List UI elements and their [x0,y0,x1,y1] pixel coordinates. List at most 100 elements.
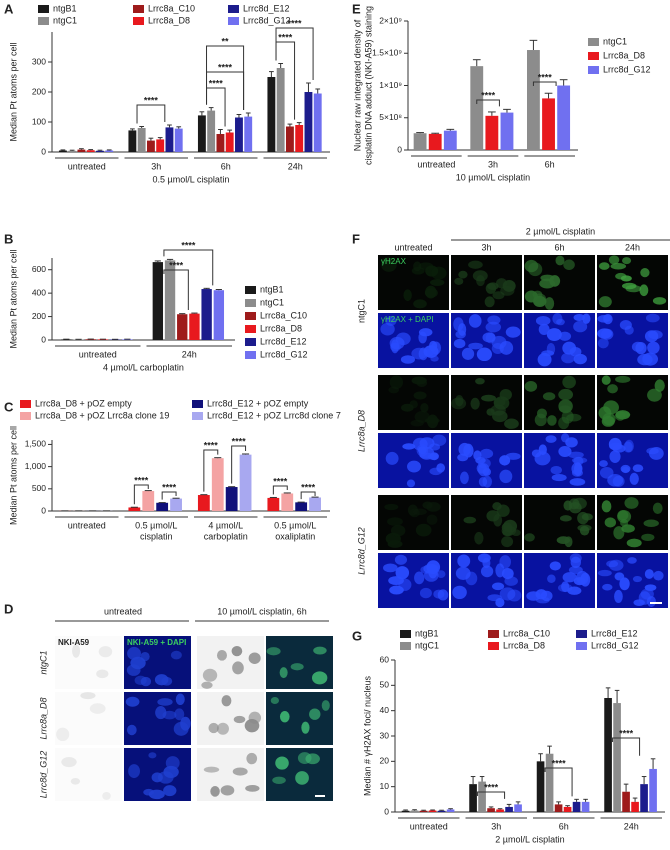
nucleus [468,314,482,328]
bar [631,801,639,812]
nucleus [559,515,572,522]
bar [428,810,437,812]
bar [156,502,169,511]
nucleus [301,721,310,734]
nucleus [402,443,416,450]
nucleus [216,649,227,661]
bar [77,149,86,152]
nucleus [501,536,514,548]
bar [146,140,155,152]
x-axis-label: 10 µmol/L cisplatin [456,172,530,182]
bar [446,809,455,812]
bar [419,810,428,812]
legend-swatch [38,5,49,13]
nucleus [134,675,147,686]
nucleus [165,756,180,770]
nucleus [507,589,522,602]
panel-letter: B [4,231,13,246]
nucleus [538,444,547,456]
nucleus [601,500,612,513]
panel-letter: G [352,628,362,643]
nucleus [414,410,430,423]
nucleus [481,394,497,402]
nucleus [463,443,474,458]
nucleus [385,451,399,465]
nucleus [629,472,639,485]
significance-label: **** [273,476,288,486]
nucleus [96,669,109,679]
nucleus [547,574,556,583]
y-tick-label: 300 [32,56,46,66]
nucleus [388,386,400,394]
legend-label: Lrrc8a_D8 [503,640,545,650]
nucleus [424,287,438,298]
significance-label: **** [181,240,196,250]
nucleus [484,296,495,308]
bar [68,150,77,152]
bar [485,115,499,150]
bar [413,133,427,150]
bar [85,339,96,340]
nucleus [647,341,660,354]
bar [165,127,174,152]
nucleus [389,585,404,595]
significance-label: **** [209,78,224,88]
legend-label: Lrrc8d_E12 + pOZ empty [207,398,309,408]
bar [285,126,294,152]
nucleus [580,572,591,587]
nucleus [143,788,155,796]
nucleus [418,328,433,337]
bar [86,150,95,152]
significance-bracket [163,269,189,311]
bar [563,806,572,812]
bar [201,289,212,340]
x-tick-label: 0.5 µmol/L [274,520,316,530]
significance-bracket [272,485,288,495]
nucleus [499,388,512,401]
y-tick-label: 5×10⁸ [379,112,402,122]
nucleus [468,342,483,350]
significance-label: **** [232,436,247,446]
nucleus [208,722,219,734]
legend-label: Lrrc8a_D8 + pOZ Lrrc8a clone 19 [35,410,169,420]
bar [470,66,484,150]
nucleus [309,708,321,720]
significance-label: **** [218,62,233,72]
nucleus [430,279,445,286]
bar [545,753,554,812]
y-tick-label: 0 [384,806,389,816]
significance-label: **** [552,758,567,768]
nucleus [455,395,464,407]
legend-swatch [228,5,239,13]
legend-label: Lrrc8a_D8 + pOZ empty [35,398,132,408]
significance-bracket [206,45,245,110]
nucleus [457,554,471,568]
nucleus [232,661,244,675]
panel-letter: F [352,231,360,246]
nucleus [482,332,496,343]
legend-label: Lrrc8d_G12 [591,640,639,650]
bar [239,454,252,511]
x-tick-label: carboplatin [204,531,248,541]
nucleus [545,435,557,443]
significance-bracket [532,81,557,86]
x-axis-label: 4 µmol/L carboplatin [103,362,184,372]
nucleus [221,695,232,707]
nucleus [614,589,623,604]
legend-label: ntgB1 [260,284,284,294]
bar [527,50,540,150]
nucleus [654,379,665,392]
nucleus [568,451,584,459]
significance-bracket [231,445,247,484]
nucleus [551,474,567,482]
nucleus [621,524,635,533]
nucleus [646,596,656,607]
nucleus [411,376,427,385]
nucleus [244,719,260,733]
nucleus [556,536,571,545]
nucleus [558,388,574,401]
nucleus [458,270,468,279]
nucleus [56,727,70,742]
significance-bracket [477,791,506,799]
nucleus [477,553,491,563]
